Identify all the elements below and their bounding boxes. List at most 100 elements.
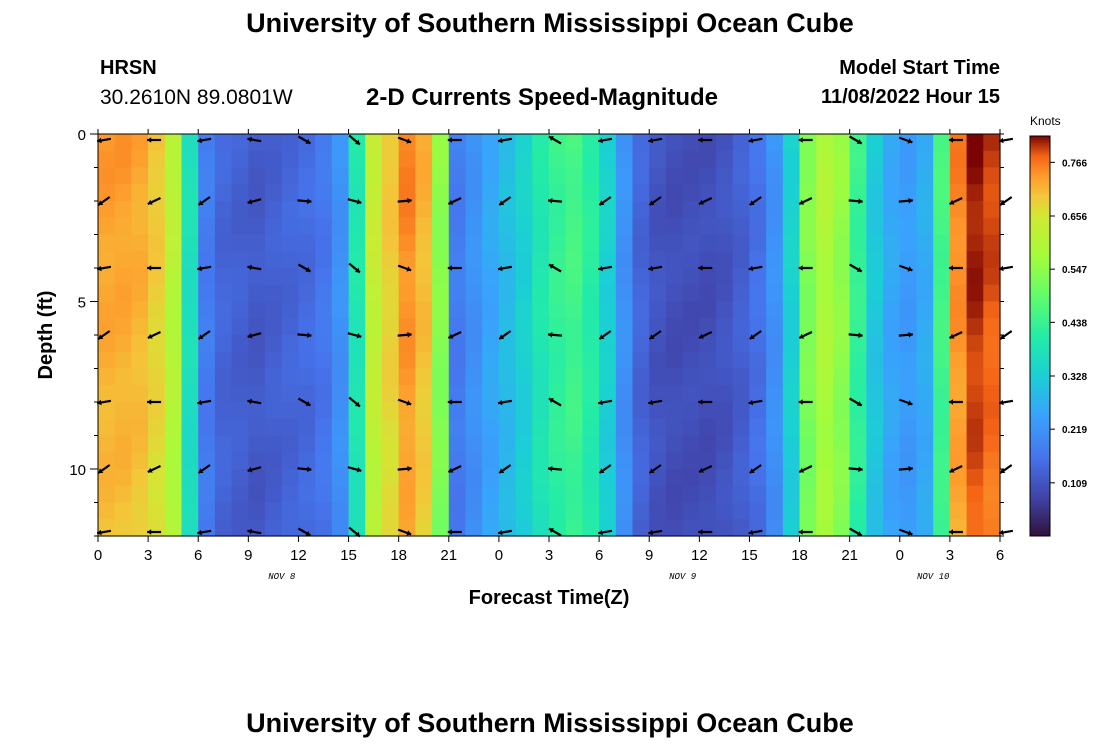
heatmap-cell xyxy=(749,418,767,437)
heatmap-cell xyxy=(281,184,300,202)
heatmap-cell xyxy=(766,217,784,236)
heatmap-cell xyxy=(281,485,300,504)
heatmap-cell xyxy=(381,134,400,152)
heatmap-cell xyxy=(231,452,249,470)
heatmap-cell xyxy=(348,284,366,303)
heatmap-cell xyxy=(415,502,433,520)
current-arrow xyxy=(147,137,162,143)
heatmap-cell xyxy=(432,452,450,470)
heatmap-cell xyxy=(649,469,667,487)
heatmap-cell xyxy=(415,301,433,319)
heatmap-cell xyxy=(398,251,416,269)
heatmap-cell xyxy=(448,301,467,319)
heatmap-cell xyxy=(248,284,266,303)
heatmap-cell xyxy=(966,318,984,336)
heatmap-cell xyxy=(114,368,132,386)
heatmap-cell xyxy=(131,268,149,286)
heatmap-cell xyxy=(198,418,216,437)
heatmap-cell xyxy=(98,184,116,202)
heatmap-cell xyxy=(298,351,316,370)
heatmap-cell xyxy=(665,351,684,370)
heatmap-cell xyxy=(565,268,583,286)
heatmap-cell xyxy=(649,452,667,470)
heatmap-cell xyxy=(281,251,300,269)
heatmap-cell xyxy=(365,251,383,269)
heatmap-cell xyxy=(565,452,583,470)
heatmap-cell xyxy=(949,385,968,403)
heatmap-cell xyxy=(448,150,467,169)
heatmap-cell xyxy=(665,435,684,453)
heatmap-cell xyxy=(782,251,801,269)
heatmap-cell xyxy=(682,318,700,336)
heatmap-cell xyxy=(799,385,817,403)
heatmap-cell xyxy=(883,234,901,252)
heatmap-cell xyxy=(799,284,817,303)
heatmap-cell xyxy=(632,184,650,202)
heatmap-cell xyxy=(732,469,751,487)
heatmap-cell xyxy=(716,418,734,437)
heatmap-cell xyxy=(181,452,199,470)
heatmap-cell xyxy=(782,335,801,353)
heatmap-cell xyxy=(766,268,784,286)
heatmap-cell xyxy=(381,435,400,453)
current-arrow xyxy=(97,330,111,340)
heatmap-cell xyxy=(732,485,751,504)
heatmap-cell xyxy=(498,217,517,236)
heatmap-cell xyxy=(331,134,350,152)
heatmap-cell xyxy=(532,284,550,303)
heatmap-cell xyxy=(816,201,834,219)
current-arrow xyxy=(297,397,312,407)
heatmap-cell xyxy=(849,150,867,169)
heatmap-cell xyxy=(615,335,634,353)
heatmap-cell xyxy=(883,201,901,219)
heatmap-cell xyxy=(966,402,984,420)
heatmap-cell xyxy=(164,435,183,453)
heatmap-cell xyxy=(248,184,266,202)
heatmap-cell xyxy=(716,385,734,403)
heatmap-cell xyxy=(381,485,400,504)
heatmap-cell xyxy=(615,385,634,403)
current-arrow xyxy=(898,528,913,536)
heatmap-cell xyxy=(615,134,634,152)
current-arrow xyxy=(547,465,563,472)
heatmap-cell xyxy=(899,268,918,286)
heatmap-cell xyxy=(515,301,533,319)
heatmap-cell xyxy=(933,519,951,537)
heatmap-cell xyxy=(198,268,216,286)
heatmap-cell xyxy=(916,502,934,520)
colorbar: Knots 0.766 0.656 0.547 0.438 0.328 0.219 0.10… xyxy=(1029,114,1087,537)
heatmap-cell xyxy=(615,368,634,386)
heatmap-cell xyxy=(866,485,884,504)
current-arrow xyxy=(297,332,312,339)
heatmap-cell xyxy=(732,351,751,370)
heatmap-cell xyxy=(565,502,583,520)
heatmap-cell xyxy=(448,134,467,152)
heatmap-cell xyxy=(515,268,533,286)
heatmap-cell xyxy=(415,234,433,252)
heatmap-cell xyxy=(298,502,316,520)
heatmap-cell xyxy=(265,335,283,353)
heatmap-cell xyxy=(448,502,467,520)
heatmap-cell xyxy=(164,519,183,537)
heatmap-cell xyxy=(565,469,583,487)
heatmap-cell xyxy=(532,519,550,537)
heatmap-cell xyxy=(231,184,249,202)
heatmap-cell xyxy=(131,368,149,386)
heatmap-cell xyxy=(832,351,851,370)
heatmap-cell xyxy=(315,368,333,386)
heatmap-cell xyxy=(916,217,934,236)
heatmap-cell xyxy=(265,485,283,504)
heatmap-cell xyxy=(782,385,801,403)
heatmap-cell xyxy=(632,201,650,219)
heatmap-cell xyxy=(381,318,400,336)
heatmap-cell xyxy=(632,485,650,504)
current-arrow xyxy=(748,137,763,144)
heatmap-cell xyxy=(415,284,433,303)
heatmap-cell xyxy=(649,184,667,202)
heatmap-cell xyxy=(816,452,834,470)
heatmap-cell xyxy=(899,234,918,252)
heatmap-cell xyxy=(549,452,567,470)
heatmap-cell xyxy=(899,402,918,420)
heatmap-cell xyxy=(933,184,951,202)
heatmap-cell xyxy=(515,485,533,504)
